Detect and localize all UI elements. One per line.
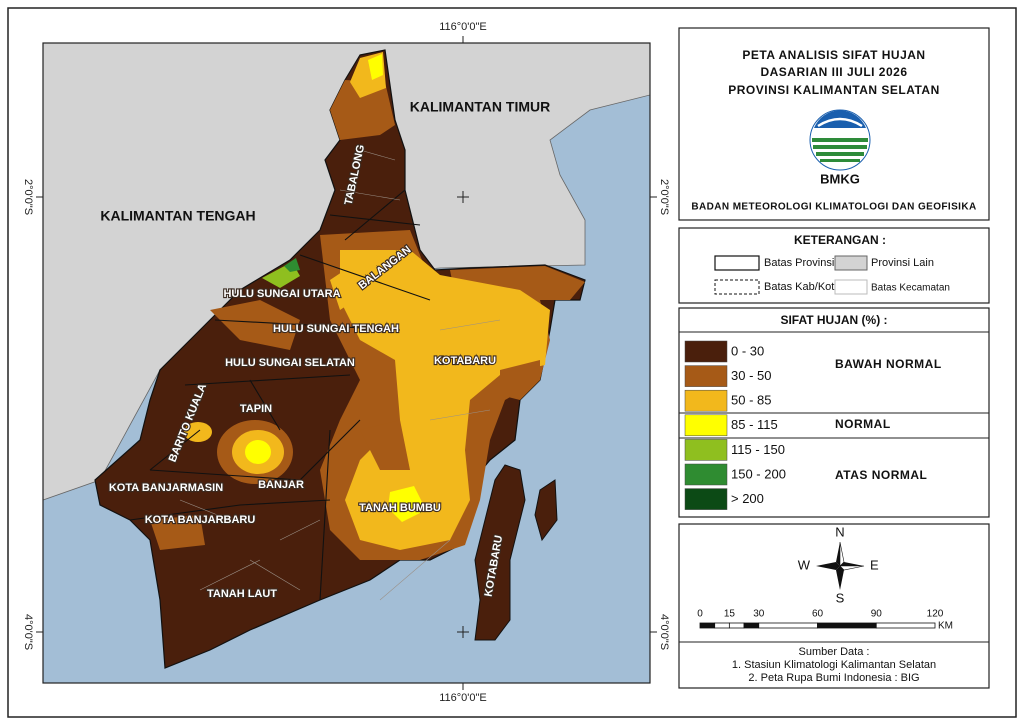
island (474, 464, 526, 641)
region-label: KOTA BANJARMASIN (109, 482, 223, 494)
zone (330, 80, 395, 140)
agency-name: BADAN METEOROLOGI KLIMATOLOGI DAN GEOFIS… (691, 202, 976, 213)
scale-segment (758, 622, 818, 629)
legend-swatch (684, 389, 728, 412)
zone (210, 300, 300, 350)
scale-segment (699, 622, 716, 629)
source-item: 2. Peta Rupa Bumi Indonesia : BIG (748, 672, 919, 684)
island (534, 479, 558, 542)
scale-label: 60 (812, 609, 824, 620)
keterangan-item: Batas Provinsi (764, 257, 834, 269)
region-label: BANJAR (258, 479, 304, 491)
legend-title: SIFAT HUJAN (%) : (780, 313, 887, 327)
info-panel (678, 523, 990, 689)
zone (500, 360, 540, 400)
scale-segment (817, 622, 877, 629)
zone (150, 515, 205, 550)
keterangan-item: Provinsi Lain (871, 257, 934, 269)
legend-label: 150 - 200 (731, 466, 786, 481)
title-line: PROVINSI KALIMANTAN SELATAN (728, 83, 940, 97)
district-boundary (129, 189, 431, 601)
zone (360, 420, 410, 470)
compass (816, 541, 865, 590)
region-label: KOTA BANJARBARU (145, 514, 256, 526)
map-frame (42, 42, 651, 684)
scale-segment (743, 622, 760, 629)
keterangan-title: KETERANGAN : (794, 233, 886, 247)
legend-swatch (684, 439, 728, 461)
legend-label: 115 - 150 (731, 442, 785, 457)
scale-unit: KM (938, 621, 953, 632)
legend-swatch (684, 340, 728, 363)
scale-label: 15 (724, 609, 736, 620)
scale-label: 120 (927, 609, 944, 620)
source-title: Sumber Data : (799, 646, 870, 658)
region-label: HULU SUNGAI TENGAH (273, 323, 399, 335)
compass-east: E (870, 557, 879, 572)
map: KALIMANTAN TIMUR KALIMANTAN TENGAH TABAL… (42, 42, 651, 683)
scale-label: 90 (871, 609, 883, 620)
legend-label: 30 - 50 (731, 368, 771, 383)
zone (330, 270, 355, 310)
title-line: DASARIAN III JULI 2026 (760, 65, 907, 79)
zone (284, 258, 300, 272)
scale-label: 30 (753, 609, 765, 620)
coord-label: 116°0'0"E (439, 692, 487, 704)
coord-label: 2°0'0"S (22, 179, 34, 215)
title-line: PETA ANALISIS SIFAT HUJAN (742, 48, 925, 62)
region-label: HULU SUNGAI UTARA (223, 288, 340, 300)
region-label: TANAH BUMBU (359, 502, 441, 514)
zone (245, 440, 271, 464)
legend-label: > 200 (731, 491, 764, 506)
zone (388, 486, 426, 522)
scale-segment (728, 622, 745, 629)
swatch-province-line (714, 255, 760, 271)
subdistrict-boundary (179, 149, 501, 601)
legend-group: NORMAL (835, 417, 891, 431)
region-label: TAPIN (240, 403, 272, 415)
legend-label: 0 - 30 (731, 343, 764, 358)
coord-label: 4°0'0"S (658, 614, 670, 650)
logo (809, 109, 871, 171)
scale-label: 0 (697, 609, 703, 620)
region-label: TANAH LAUT (207, 588, 277, 600)
swatch-kec-line (834, 279, 868, 295)
graticule-cross (457, 191, 469, 638)
swatch-other-province (834, 255, 868, 271)
legend-label: 50 - 85 (731, 393, 771, 408)
scale-segment (875, 622, 936, 629)
legend-swatch (684, 365, 728, 387)
legend-label: 85 - 115 (731, 417, 778, 432)
legend-swatch (684, 488, 728, 510)
coord-label: 4°0'0"S (22, 614, 34, 650)
legend-group: ATAS NORMAL (835, 468, 927, 482)
legend-group: BAWAH NORMAL (835, 357, 942, 371)
legend-swatch (684, 414, 728, 437)
compass-west: W (798, 557, 811, 572)
region-label: KOTABARU (434, 355, 496, 367)
region-label: HULU SUNGAI SELATAN (225, 357, 355, 369)
keterangan-item: Batas Kab/Kota (764, 281, 841, 293)
keterangan-item: Batas Kecamatan (871, 283, 950, 294)
coord-label: 2°0'0"S (658, 179, 670, 215)
other-province-label: KALIMANTAN TIMUR (410, 99, 551, 115)
coord-ticks (36, 36, 657, 690)
legend-swatch (684, 463, 728, 486)
coord-label: 116°0'0"E (439, 21, 487, 33)
swatch-kab-line (714, 279, 760, 295)
other-province-label: KALIMANTAN TENGAH (100, 208, 255, 224)
scale-segment (714, 622, 730, 629)
compass-north: N (835, 524, 844, 539)
zone (340, 250, 550, 550)
zone (368, 54, 383, 80)
source-item: 1. Stasiun Klimatologi Kalimantan Selata… (732, 659, 936, 671)
logo-text: BMKG (820, 171, 860, 186)
compass-south: S (836, 590, 845, 605)
